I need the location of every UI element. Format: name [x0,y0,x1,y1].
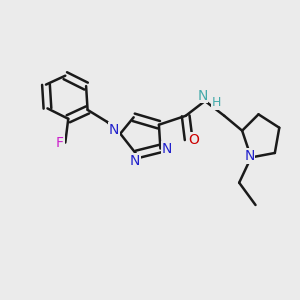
Text: H: H [212,96,221,109]
Text: N: N [244,149,255,163]
Text: N: N [130,154,140,168]
Text: N: N [197,88,208,103]
Text: N: N [162,142,172,156]
Text: O: O [189,133,200,147]
Text: F: F [56,136,64,150]
Text: N: N [109,123,119,137]
